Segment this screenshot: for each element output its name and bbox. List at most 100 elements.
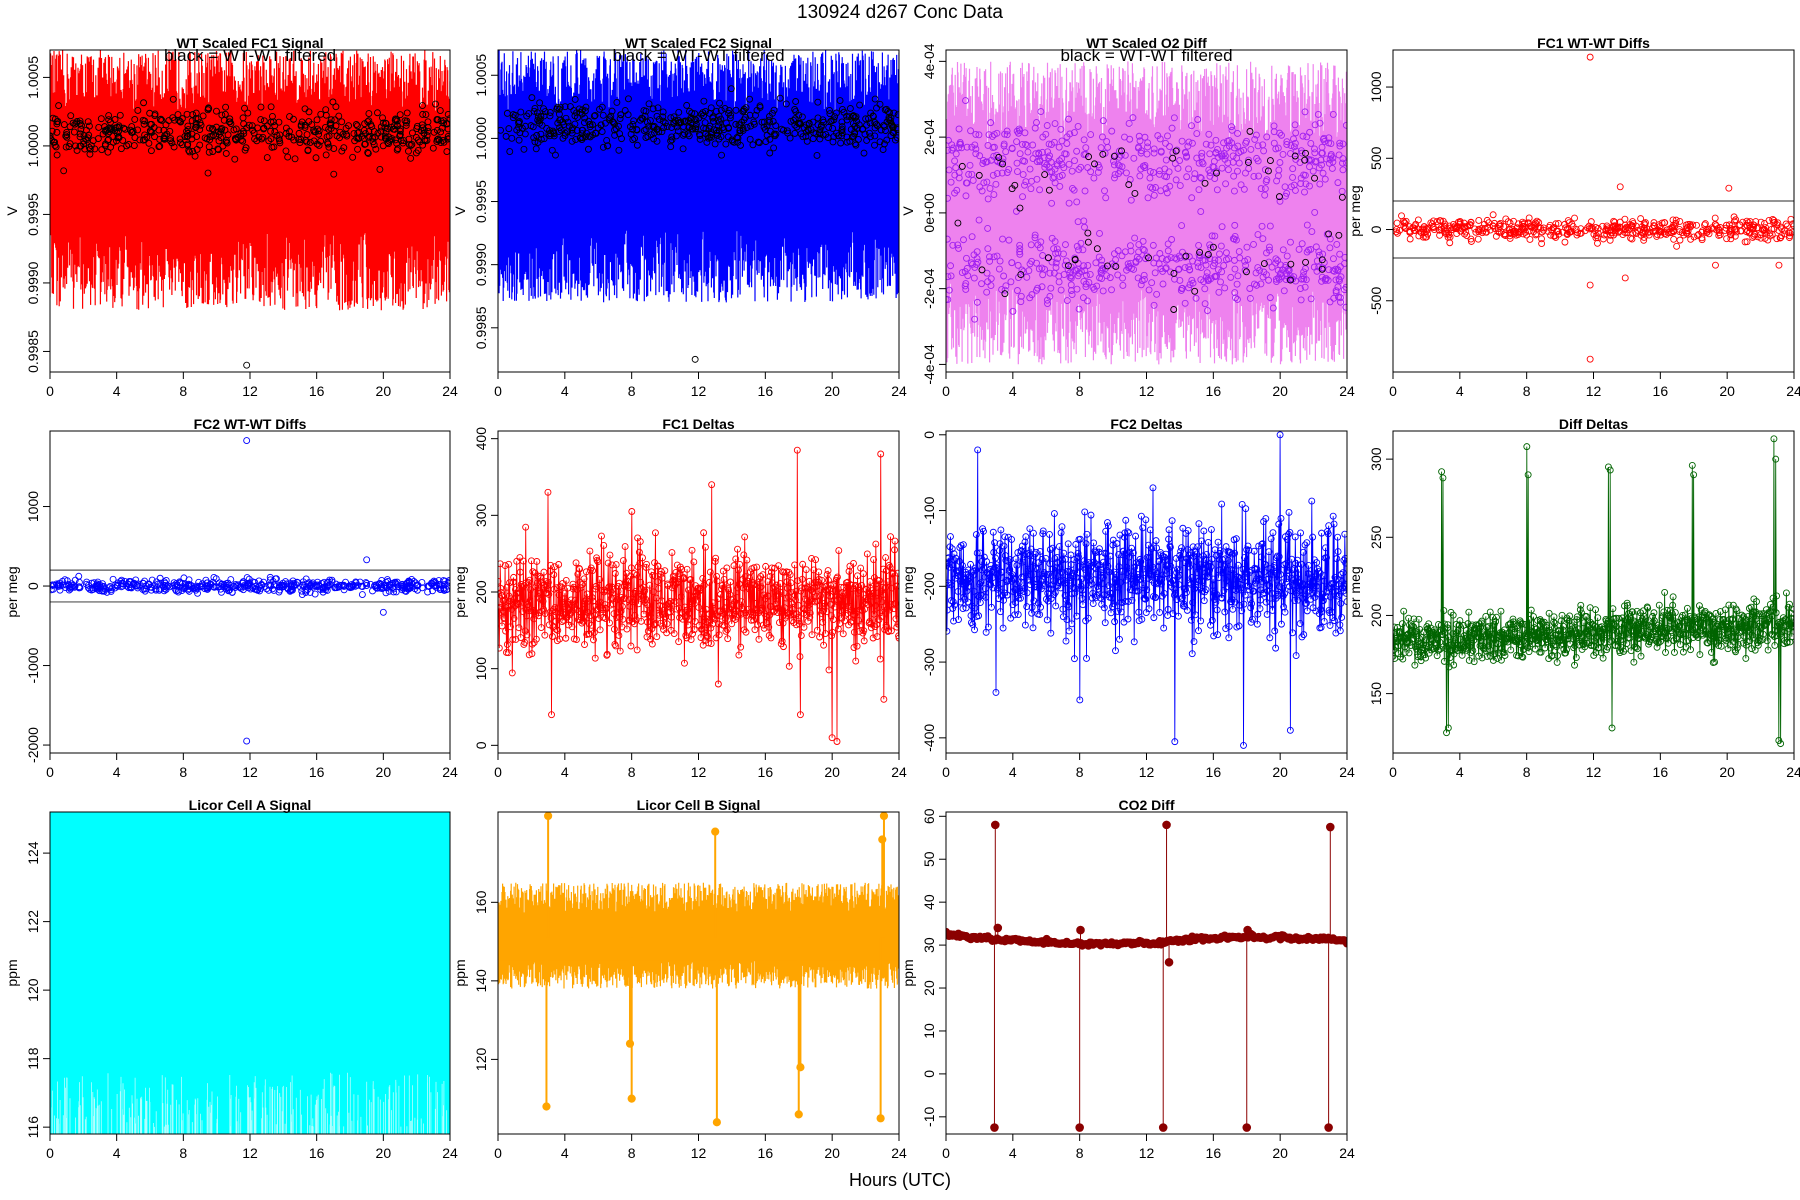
data-point xyxy=(372,145,380,153)
data-point xyxy=(1254,264,1262,272)
data-point xyxy=(714,680,722,688)
data-point xyxy=(627,642,635,650)
data-point xyxy=(890,601,898,608)
data-point xyxy=(1276,197,1284,205)
x-tick-label: 16 xyxy=(1653,383,1669,399)
data-point xyxy=(367,121,375,129)
data-point xyxy=(1126,176,1134,183)
data-point xyxy=(1222,249,1230,257)
data-point xyxy=(63,577,71,585)
data-point xyxy=(1014,168,1021,175)
data-point xyxy=(654,104,662,112)
data-point xyxy=(1774,219,1782,227)
data-point xyxy=(1298,275,1306,283)
data-point xyxy=(791,561,799,569)
data-point xyxy=(1212,136,1220,144)
x-tick-label: 20 xyxy=(1272,383,1288,399)
data-point xyxy=(667,143,675,151)
data-point xyxy=(94,585,102,593)
data-point xyxy=(587,612,595,620)
data-point xyxy=(1474,235,1482,243)
data-point xyxy=(946,273,952,281)
data-point xyxy=(1250,240,1257,248)
data-point xyxy=(258,580,265,588)
data-point xyxy=(676,570,684,578)
data-point xyxy=(335,112,343,120)
data-point xyxy=(988,574,996,582)
data-point xyxy=(553,584,561,592)
data-point xyxy=(184,126,192,133)
data-point xyxy=(1125,181,1133,189)
data-point xyxy=(1153,544,1160,552)
data-point xyxy=(1258,222,1266,230)
data-point xyxy=(617,607,625,615)
data-point xyxy=(103,126,111,134)
data-point xyxy=(208,125,216,133)
x-tick-label: 0 xyxy=(494,383,502,399)
data-point xyxy=(444,135,450,143)
data-point xyxy=(978,280,985,288)
data-point xyxy=(1175,581,1183,588)
data-point xyxy=(1097,144,1105,152)
data-point xyxy=(742,628,750,636)
data-point xyxy=(1731,232,1739,240)
data-point xyxy=(169,95,177,103)
data-point xyxy=(1650,219,1658,227)
data-point xyxy=(619,557,627,565)
data-point xyxy=(330,170,338,178)
data-point xyxy=(1072,267,1080,275)
data-point xyxy=(1121,151,1129,159)
data-point xyxy=(530,639,538,647)
data-point xyxy=(1169,154,1177,162)
data-point xyxy=(444,110,450,118)
data-point xyxy=(745,585,753,593)
data-point xyxy=(825,666,833,674)
data-point xyxy=(989,528,997,536)
data-point xyxy=(1039,252,1047,259)
data-point xyxy=(218,580,226,588)
data-point xyxy=(1092,259,1100,267)
data-point xyxy=(616,130,624,138)
data-point xyxy=(1334,179,1342,187)
data-point xyxy=(653,137,661,145)
data-point xyxy=(1522,228,1529,236)
data-point xyxy=(1110,600,1118,608)
data-point xyxy=(647,613,655,621)
data-point xyxy=(342,131,350,138)
data-point xyxy=(571,112,579,120)
data-point xyxy=(196,119,204,127)
data-point xyxy=(1079,294,1087,302)
data-point xyxy=(1272,255,1280,263)
data-point xyxy=(145,581,153,589)
data-point xyxy=(824,567,832,575)
data-point xyxy=(707,624,715,632)
data-point xyxy=(437,139,445,146)
data-point xyxy=(1009,571,1016,579)
data-point xyxy=(1070,129,1078,136)
data-point xyxy=(373,109,381,117)
data-point xyxy=(1286,726,1294,734)
y-tick-label: 0 xyxy=(473,741,489,749)
data-point xyxy=(703,138,711,146)
data-point xyxy=(696,135,704,143)
data-point xyxy=(141,117,149,125)
data-point xyxy=(1028,257,1036,265)
data-point xyxy=(1281,264,1289,272)
data-point xyxy=(1170,577,1177,585)
data-point xyxy=(1283,189,1291,197)
data-point xyxy=(1054,249,1062,257)
data-point xyxy=(993,252,1001,260)
y-tick-label: 1000 xyxy=(1368,71,1384,102)
data-point xyxy=(1222,180,1230,188)
data-point xyxy=(963,264,971,272)
data-point xyxy=(1307,295,1315,303)
data-point xyxy=(692,125,700,133)
data-point xyxy=(507,595,515,603)
data-point xyxy=(1670,235,1678,243)
data-point xyxy=(511,586,519,593)
data-point xyxy=(883,118,891,126)
data-point xyxy=(194,589,201,597)
data-point xyxy=(59,581,67,589)
data-point xyxy=(402,587,410,595)
data-point xyxy=(1727,231,1735,239)
